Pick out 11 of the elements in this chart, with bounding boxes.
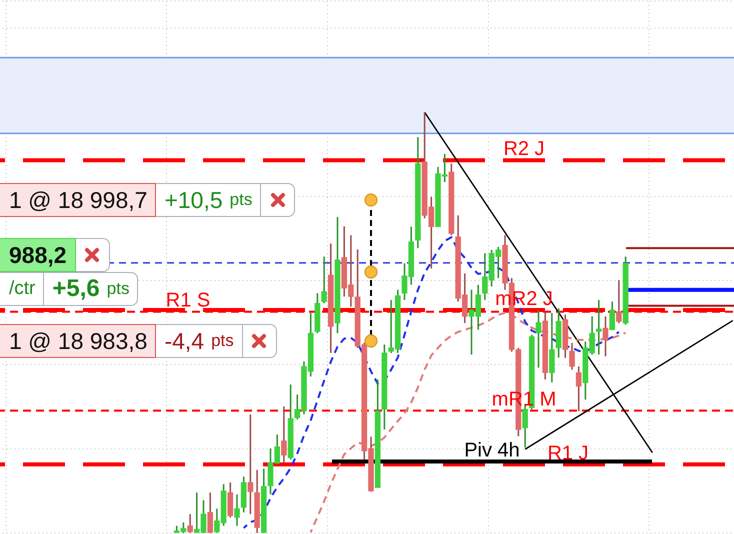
annotation: 988,2 (0, 238, 76, 272)
annotation: 1 @ 18 983,8 (0, 324, 156, 358)
ref-line-label: R1 J (547, 442, 589, 464)
ref-line-label: Piv 4h (464, 439, 520, 462)
annotation: /ctr (0, 272, 44, 306)
ref-line-label: R1 S (166, 290, 210, 312)
annotation: +5,6 pts (52, 275, 130, 303)
annotation: +10,5 pts (164, 186, 252, 214)
annotation: 1 @ 18 998,7 (0, 183, 156, 217)
annotation: -4,4 pts (164, 328, 234, 354)
ref-line-label: R2 J (503, 138, 545, 160)
